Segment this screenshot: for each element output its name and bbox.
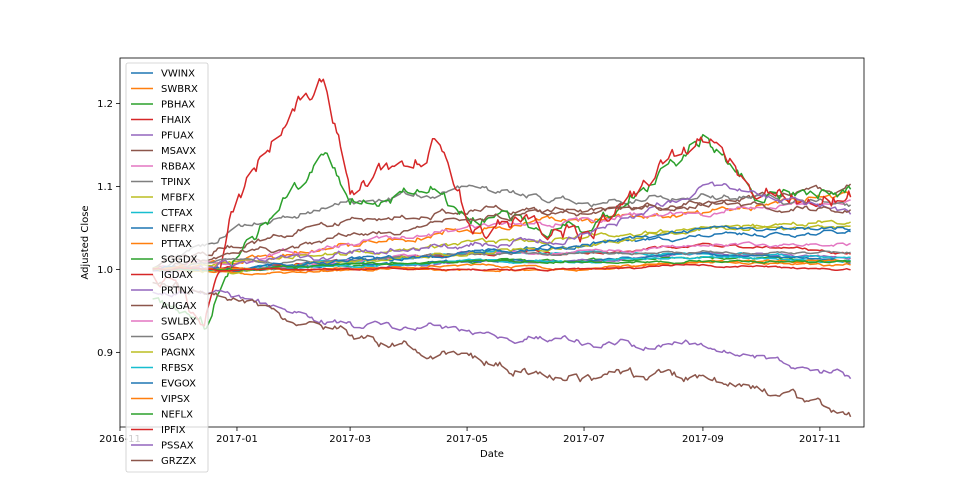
series-line-GRZZX bbox=[152, 281, 852, 418]
legend-label-PBHAX: PBHAX bbox=[161, 100, 195, 111]
legend-label-PSSAX: PSSAX bbox=[161, 441, 194, 452]
x-axis-label: Date bbox=[480, 449, 504, 460]
plot-area bbox=[119, 57, 865, 428]
legend-label-TPINX: TPINX bbox=[160, 177, 191, 188]
legend-label-NEFRX: NEFRX bbox=[161, 224, 194, 235]
x-tick-label: 2017-05 bbox=[446, 434, 488, 445]
legend-label-MFBFX: MFBFX bbox=[161, 193, 195, 204]
y-tick-label: 1.1 bbox=[97, 182, 113, 193]
series-line-MSAVX bbox=[152, 183, 852, 270]
x-tick-label: 2016-11 bbox=[99, 434, 141, 445]
legend-label-GSAPX: GSAPX bbox=[161, 332, 195, 343]
legend: VWINX SWBRX PBHAX FHAIX PFUAX MSAVX RBBAX TPINX… bbox=[125, 62, 209, 473]
legend-label-NEFLX: NEFLX bbox=[161, 410, 193, 421]
legend-label-PRTNX: PRTNX bbox=[161, 286, 194, 297]
series-line-EVGOX bbox=[152, 225, 851, 272]
legend-label-IGDAX: IGDAX bbox=[161, 270, 193, 281]
legend-label-RFBSX: RFBSX bbox=[161, 363, 194, 374]
y-tick-label: 1.2 bbox=[97, 99, 113, 110]
legend-label-PTTAX: PTTAX bbox=[161, 239, 192, 250]
series-line-AUGAX bbox=[152, 199, 852, 272]
x-tick-label: 2017-09 bbox=[682, 434, 724, 445]
series-line-RBBAX bbox=[152, 199, 851, 271]
x-tick-label: 2017-11 bbox=[799, 434, 841, 445]
legend-label-PFUAX: PFUAX bbox=[161, 131, 194, 142]
legend-label-FHAIX: FHAIX bbox=[161, 115, 191, 126]
legend-label-SWBRX: SWBRX bbox=[161, 84, 198, 95]
series-line-TPINX bbox=[152, 184, 852, 269]
x-tick-label: 2017-03 bbox=[329, 434, 371, 445]
legend-label-SWLBX: SWLBX bbox=[161, 317, 197, 328]
series-line-IGDAX bbox=[151, 78, 852, 327]
y-axis: 0.9 1.0 1.1 1.2 bbox=[97, 99, 120, 359]
legend-label-GRZZX: GRZZX bbox=[161, 456, 196, 467]
x-tick-label: 2017-01 bbox=[216, 434, 258, 445]
x-tick-label: 2017-07 bbox=[563, 434, 605, 445]
legend-label-VWINX: VWINX bbox=[161, 69, 195, 80]
series-line-IPFIX bbox=[152, 263, 851, 272]
legend-label-VIPSX: VIPSX bbox=[161, 394, 190, 405]
y-tick-label: 0.9 bbox=[97, 348, 113, 359]
legend-label-MSAVX: MSAVX bbox=[161, 146, 196, 157]
legend-label-EVGOX: EVGOX bbox=[161, 379, 196, 390]
legend-label-SGGDX: SGGDX bbox=[161, 255, 198, 266]
series-line-GSAPX bbox=[152, 249, 851, 271]
y-axis-label: Adjusted Close bbox=[80, 205, 91, 279]
legend-label-IPFIX: IPFIX bbox=[161, 425, 186, 436]
series-layer bbox=[151, 78, 852, 418]
legend-label-CTFAX: CTFAX bbox=[161, 208, 193, 219]
series-line-PTTAX bbox=[152, 260, 851, 276]
x-axis: 2016-11 2017-01 2017-03 2017-05 2017-07 2017-… bbox=[99, 427, 841, 445]
y-tick-label: 1.0 bbox=[97, 265, 113, 276]
legend-label-PAGNX: PAGNX bbox=[161, 348, 195, 359]
legend-label-RBBAX: RBBAX bbox=[161, 162, 196, 173]
legend-label-AUGAX: AUGAX bbox=[161, 301, 197, 312]
series-line-PRTNX bbox=[152, 181, 852, 274]
